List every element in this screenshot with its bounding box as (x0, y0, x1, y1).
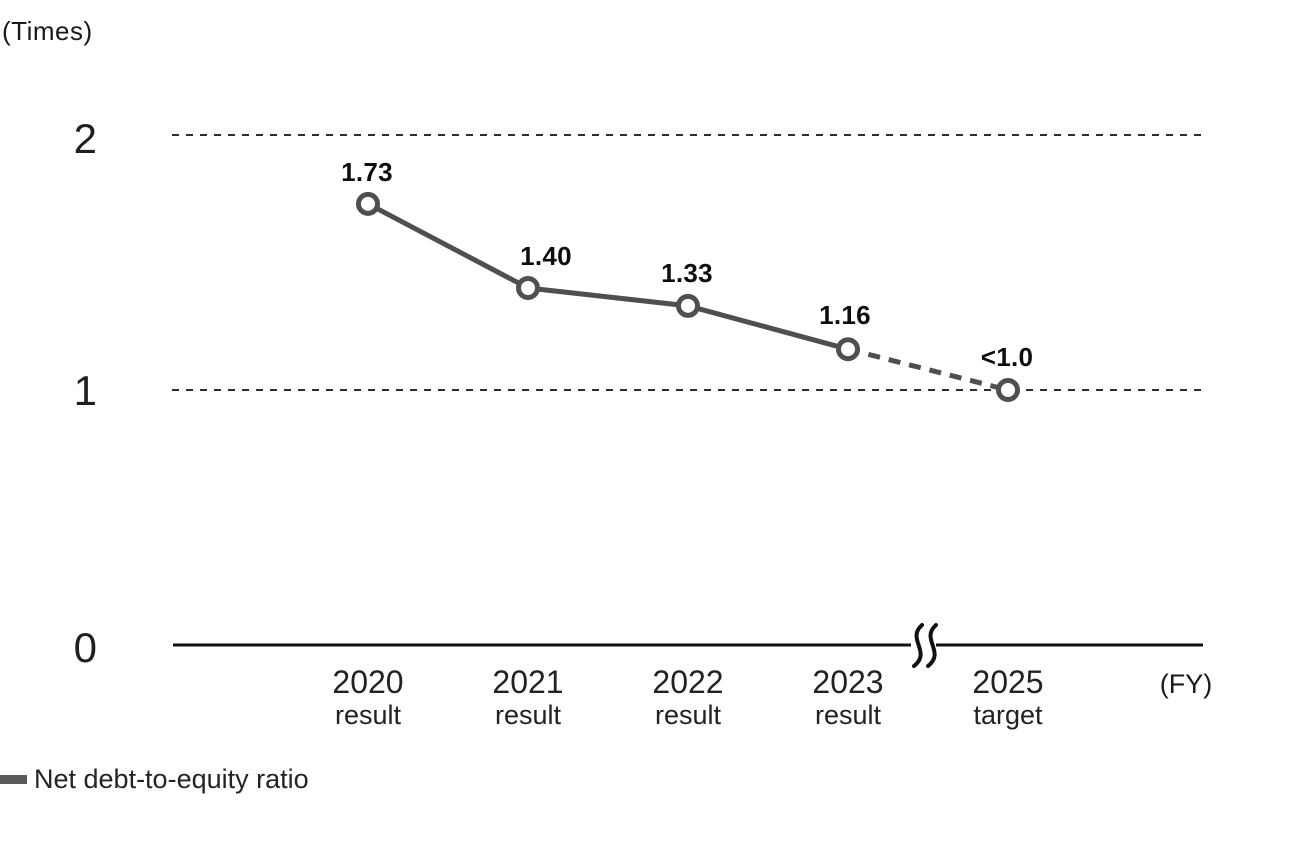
x-label-2025: 2025 target (928, 666, 1088, 730)
x-label-2022-year: 2022 (652, 664, 724, 700)
x-label-2020-sub: result (334, 700, 402, 730)
y-tick-2: 2 (73, 115, 97, 162)
x-label-2021-sub: result (494, 700, 562, 730)
series-line (365, 201, 1009, 393)
legend: Net debt-to-equity ratio (0, 761, 309, 797)
x-label-2021-year: 2021 (492, 664, 564, 700)
y-tick-1: 1 (73, 367, 97, 414)
x-label-2023: 2023 result (768, 666, 928, 730)
x-label-2025-year: 2025 (972, 664, 1044, 700)
value-label-2023: 1.16 (819, 300, 871, 330)
legend-line-swatch (0, 774, 27, 784)
x-label-2020: 2020 result (288, 666, 448, 730)
x-axis-unit-label: (FY) (1159, 669, 1213, 699)
x-label-2020-year: 2020 (332, 664, 404, 700)
legend-label: Net debt-to-equity ratio (34, 763, 309, 794)
x-label-2022: 2022 result (608, 666, 768, 730)
x-label-2021: 2021 result (448, 666, 608, 730)
x-label-2023-sub: result (814, 700, 882, 730)
axis-break-icon (912, 623, 938, 668)
value-label-2025: <1.0 (980, 342, 1034, 372)
gridlines (172, 134, 1203, 391)
x-label-2022-sub: result (654, 700, 722, 730)
x-label-2023-year: 2023 (812, 664, 884, 700)
value-label-2022: 1.33 (661, 258, 713, 288)
value-label-2020: 1.73 (341, 157, 393, 187)
y-tick-0: 0 (73, 624, 97, 671)
y-axis-unit-label: (Times) (2, 16, 93, 46)
value-label-2021: 1.40 (520, 241, 572, 271)
series-markers (356, 191, 1020, 402)
x-label-2025-sub: target (973, 700, 1043, 730)
